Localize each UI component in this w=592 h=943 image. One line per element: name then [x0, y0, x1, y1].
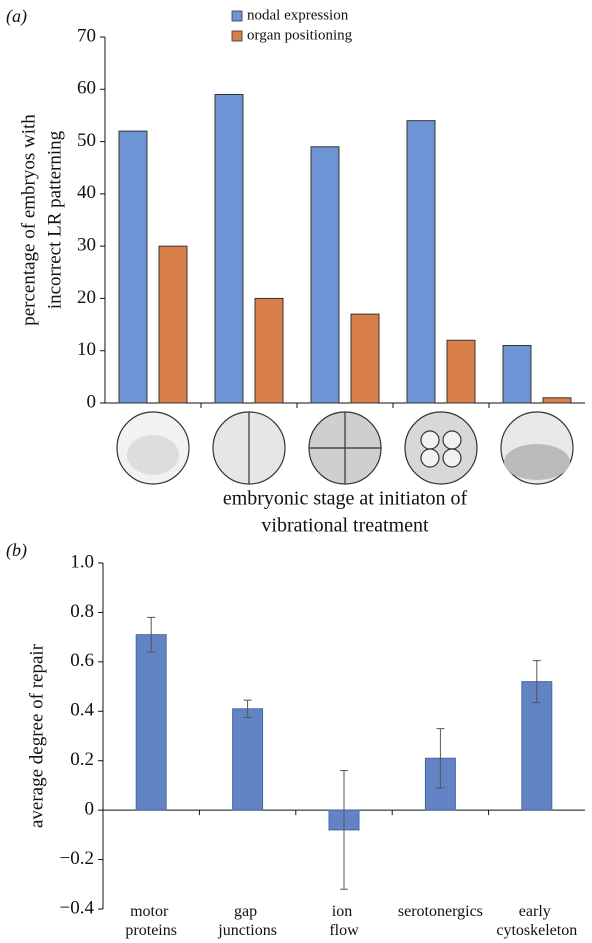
x-axis-label: vibrational treatment — [261, 515, 429, 537]
embryo-drawings — [117, 412, 573, 484]
x-tick-label: early cytoskeleton — [496, 903, 577, 939]
panel-label: (b) — [6, 540, 27, 561]
y-tick-label: 30 — [77, 235, 96, 256]
y-tick-label: 40 — [77, 182, 96, 203]
x-tick-label: motor proteins — [125, 903, 177, 939]
y-tick-label: 0.2 — [70, 749, 94, 770]
y-axis-label: incorrect LR patterning — [44, 130, 65, 309]
bar — [407, 121, 435, 403]
y-tick-label: 0.8 — [70, 601, 94, 622]
y-tick-label: 50 — [77, 130, 96, 151]
panel-label: (a) — [6, 6, 27, 27]
y-tick-label: 0.6 — [70, 650, 94, 671]
y-tick-label: −0.2 — [60, 848, 94, 869]
x-tick-label: serotonergics — [398, 903, 483, 920]
bar — [311, 147, 339, 403]
y-axis-label: average degree of repair — [26, 643, 47, 828]
bar — [233, 709, 263, 810]
x-tick-label: gap junctions — [217, 903, 277, 939]
y-tick-label: 10 — [77, 339, 96, 360]
bar — [447, 340, 475, 403]
bar — [159, 246, 187, 403]
x-tick-label: ion flow — [329, 903, 359, 939]
legend-swatch — [232, 11, 242, 21]
bar — [503, 345, 531, 403]
x-axis-label: embryonic stage at initiaton of — [223, 488, 468, 510]
y-tick-label: 0 — [85, 799, 95, 820]
y-tick-label: 0 — [87, 391, 97, 412]
bar — [215, 95, 243, 403]
y-axis-label: percentage of embryos with — [18, 114, 39, 326]
y-tick-label: 70 — [77, 25, 96, 46]
bar — [543, 398, 571, 403]
legend-label: organ positioning — [247, 27, 353, 43]
bar — [136, 635, 166, 810]
bar — [119, 131, 147, 403]
y-tick-label: 60 — [77, 78, 96, 99]
bar — [351, 314, 379, 403]
y-tick-label: −0.4 — [60, 897, 95, 918]
legend-swatch — [232, 31, 242, 41]
y-tick-label: 1.0 — [70, 551, 94, 572]
y-tick-label: 20 — [77, 287, 96, 308]
figure: (a) 0 10 20 30 40 50 60 70 percentage of embryos … — [0, 0, 592, 943]
legend-label: nodal expression — [247, 7, 349, 23]
y-tick-label: 0.4 — [70, 700, 94, 721]
bar — [255, 298, 283, 403]
